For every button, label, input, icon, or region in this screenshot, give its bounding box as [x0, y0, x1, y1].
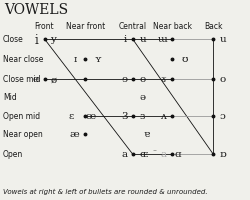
Text: ɨ: ɨ — [124, 35, 127, 44]
Text: y: y — [50, 35, 56, 44]
Text: ɯ: ɯ — [158, 35, 168, 44]
Text: Near back: Near back — [153, 22, 192, 31]
Text: ʊ: ʊ — [182, 55, 188, 64]
Text: ɜ: ɜ — [139, 112, 144, 121]
Text: ɘ: ɘ — [122, 75, 128, 84]
Text: VOWELS: VOWELS — [4, 3, 68, 17]
Text: ʏ: ʏ — [95, 55, 102, 64]
Text: Open: Open — [3, 150, 23, 159]
Text: Near open: Near open — [3, 130, 42, 139]
Text: ɤ: ɤ — [160, 75, 166, 84]
Text: ⁻: ⁻ — [152, 148, 156, 156]
Text: æ: æ — [69, 130, 79, 139]
Text: ʉ: ʉ — [139, 35, 146, 44]
Text: Open mid: Open mid — [3, 112, 40, 121]
Text: Vowels at right & left of bullets are rounded & unrounded.: Vowels at right & left of bullets are ro… — [3, 188, 208, 194]
Text: ɐ: ɐ — [144, 130, 150, 139]
Text: ə: ə — [139, 93, 145, 102]
Text: u: u — [220, 35, 226, 44]
Text: a: a — [160, 150, 166, 159]
Text: Close mid: Close mid — [3, 75, 40, 84]
Text: ɔ: ɔ — [220, 112, 226, 121]
Text: ø: ø — [50, 75, 56, 84]
Text: ɶ: ɶ — [139, 150, 147, 159]
Text: i: i — [34, 33, 38, 46]
Text: Mid: Mid — [3, 93, 16, 102]
Text: Back: Back — [204, 22, 222, 31]
Text: ɛ: ɛ — [68, 112, 74, 121]
Text: ɒ: ɒ — [220, 150, 226, 159]
Text: Near front: Near front — [66, 22, 105, 31]
Text: Front: Front — [35, 22, 54, 31]
Text: ʌ: ʌ — [160, 112, 166, 121]
Text: 3: 3 — [122, 112, 128, 121]
Text: ɑ: ɑ — [175, 150, 182, 159]
Text: e: e — [33, 75, 39, 84]
Text: •: • — [83, 56, 87, 64]
Text: o: o — [220, 75, 226, 84]
Text: a: a — [121, 150, 127, 159]
Text: ɪ: ɪ — [73, 55, 76, 64]
Text: œ: œ — [85, 112, 96, 121]
Text: ɵ: ɵ — [139, 75, 145, 84]
Text: Central: Central — [118, 22, 147, 31]
Text: Close: Close — [3, 35, 24, 44]
Text: •: • — [170, 56, 175, 64]
Text: Near close: Near close — [3, 55, 43, 64]
